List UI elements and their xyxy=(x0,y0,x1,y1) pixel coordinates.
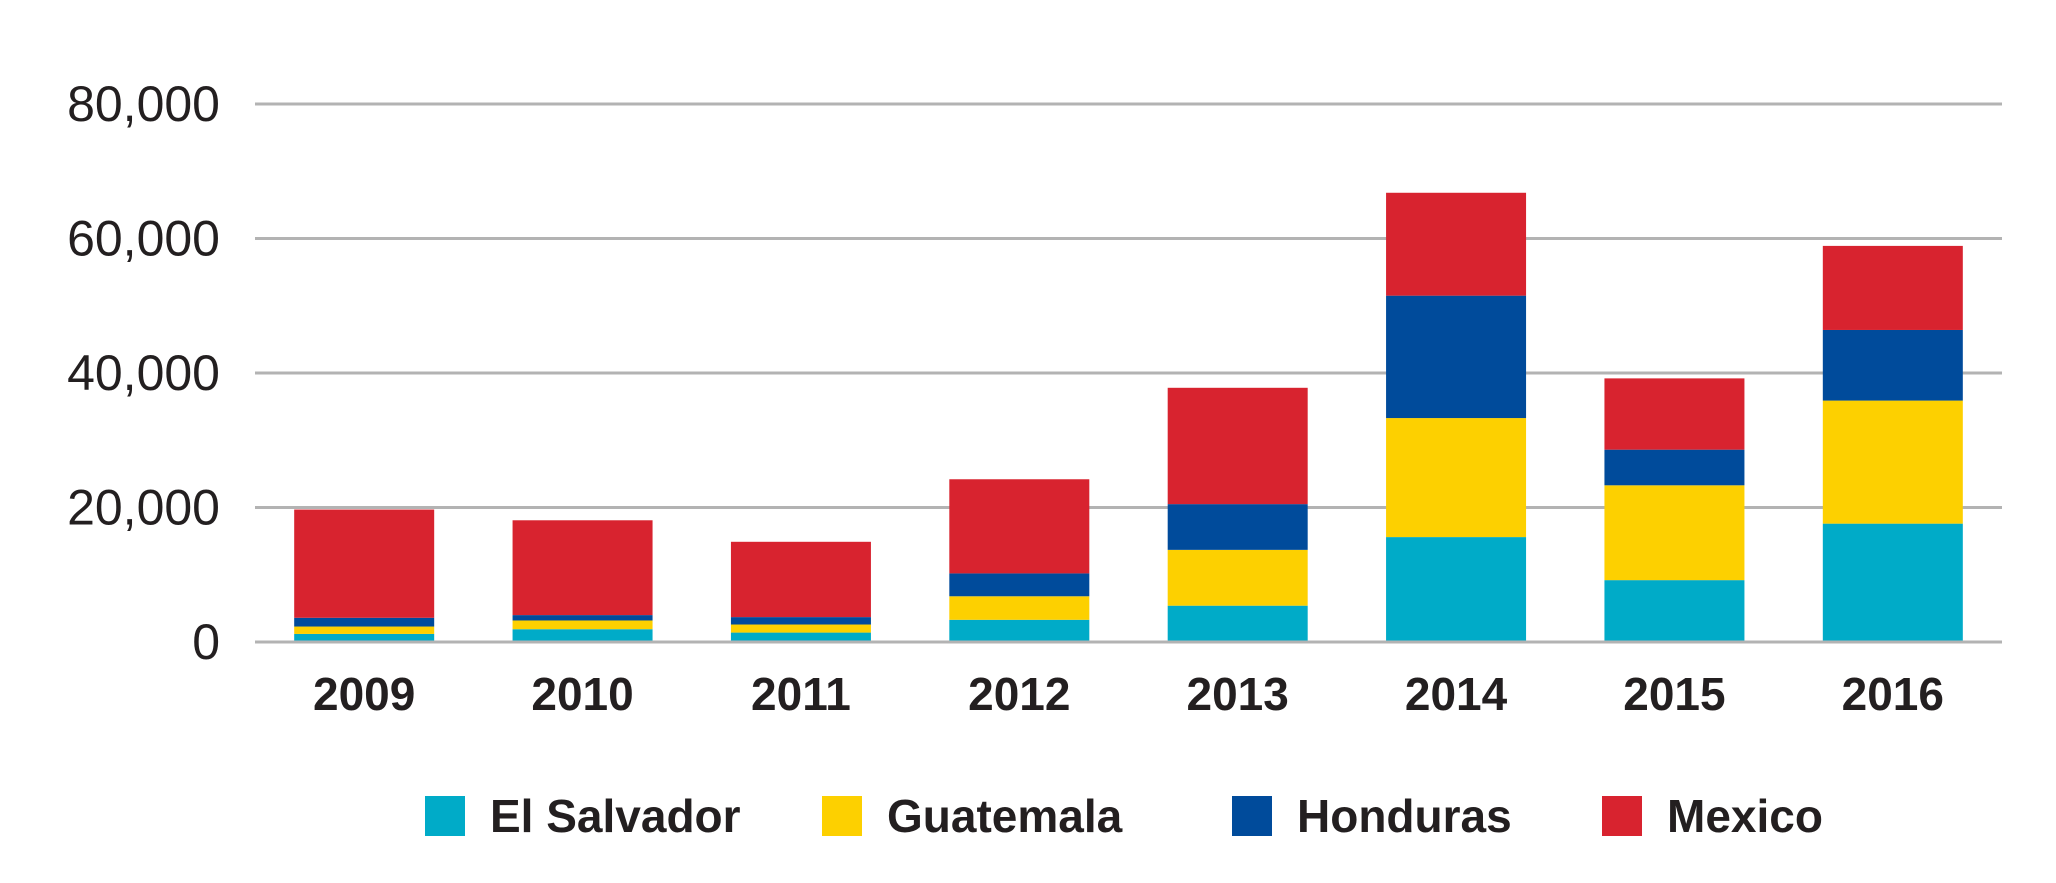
legend-item-el-salvador: El Salvador xyxy=(425,790,741,842)
x-tick-label: 2013 xyxy=(1187,668,1289,720)
bar-stack-2016 xyxy=(1822,245,1963,642)
legend-swatch xyxy=(425,796,465,836)
bar-honduras-2012 xyxy=(949,573,1090,597)
bar-guatemala-2011 xyxy=(730,624,871,633)
legend-label: Mexico xyxy=(1667,790,1823,842)
x-axis: 2009 2010 2011 2012 2013 2014 2015 2016 xyxy=(255,640,2002,720)
x-tick-label: 2012 xyxy=(968,668,1070,720)
bar-honduras-2013 xyxy=(1167,504,1308,550)
y-tick-label: 0 xyxy=(192,614,220,670)
x-tick-label: 2014 xyxy=(1405,668,1508,720)
bar-el-salvador-2015 xyxy=(1604,580,1745,642)
bar-mexico-2011 xyxy=(730,541,871,618)
bar-guatemala-2012 xyxy=(949,596,1090,620)
legend-swatch xyxy=(1232,796,1272,836)
bar-el-salvador-2013 xyxy=(1167,605,1308,642)
bar-guatemala-2013 xyxy=(1167,549,1308,606)
x-tick-label: 2011 xyxy=(751,668,851,720)
y-tick-label: 60,000 xyxy=(67,211,220,267)
bar-mexico-2010 xyxy=(512,520,653,616)
legend-label: Honduras xyxy=(1297,790,1512,842)
bar-honduras-2016 xyxy=(1822,329,1963,401)
x-tick-label: 2016 xyxy=(1842,668,1944,720)
bar-stack-2013 xyxy=(1167,387,1308,642)
bar-stack-2009 xyxy=(294,509,435,642)
bar-el-salvador-2016 xyxy=(1822,523,1963,642)
bar-honduras-2014 xyxy=(1386,295,1527,419)
bar-stack-2014 xyxy=(1386,192,1527,642)
bar-honduras-2010 xyxy=(512,615,653,621)
legend: El Salvador Guatemala Honduras Mexico xyxy=(425,790,1823,842)
legend-label: Guatemala xyxy=(887,790,1123,842)
bar-el-salvador-2009 xyxy=(294,633,435,642)
bar-stack-2015 xyxy=(1604,378,1745,642)
bar-el-salvador-2010 xyxy=(512,629,653,642)
legend-label: El Salvador xyxy=(490,790,741,842)
bar-mexico-2016 xyxy=(1822,245,1963,330)
legend-item-honduras: Honduras xyxy=(1232,790,1512,842)
bar-el-salvador-2014 xyxy=(1386,537,1527,642)
y-axis: 0 20,000 40,000 60,000 80,000 xyxy=(67,76,220,670)
legend-swatch xyxy=(822,796,862,836)
bar-mexico-2013 xyxy=(1167,387,1308,505)
x-tick-label: 2015 xyxy=(1623,668,1725,720)
bar-guatemala-2015 xyxy=(1604,485,1745,581)
legend-swatch xyxy=(1602,796,1642,836)
bar-guatemala-2014 xyxy=(1386,418,1527,538)
bar-mexico-2014 xyxy=(1386,192,1527,296)
bar-mexico-2015 xyxy=(1604,378,1745,450)
y-tick-label: 40,000 xyxy=(67,345,220,401)
legend-item-guatemala: Guatemala xyxy=(822,790,1123,842)
bar-stack-2012 xyxy=(949,479,1090,642)
bar-guatemala-2009 xyxy=(294,626,435,634)
bar-stack-2011 xyxy=(730,541,871,642)
legend-item-mexico: Mexico xyxy=(1602,790,1823,842)
x-tick-label: 2009 xyxy=(313,668,415,720)
bar-stack-2010 xyxy=(512,520,653,642)
y-tick-label: 80,000 xyxy=(67,76,220,132)
bar-mexico-2009 xyxy=(294,509,435,618)
bar-honduras-2009 xyxy=(294,617,435,627)
bar-el-salvador-2012 xyxy=(949,619,1090,642)
y-tick-label: 20,000 xyxy=(67,480,220,536)
bar-honduras-2015 xyxy=(1604,449,1745,486)
bar-mexico-2012 xyxy=(949,479,1090,574)
bar-el-salvador-2011 xyxy=(730,632,871,642)
bar-guatemala-2016 xyxy=(1822,400,1963,524)
x-tick-label: 2010 xyxy=(531,668,633,720)
bars xyxy=(294,192,1963,642)
bar-honduras-2011 xyxy=(730,617,871,625)
bar-guatemala-2010 xyxy=(512,620,653,630)
